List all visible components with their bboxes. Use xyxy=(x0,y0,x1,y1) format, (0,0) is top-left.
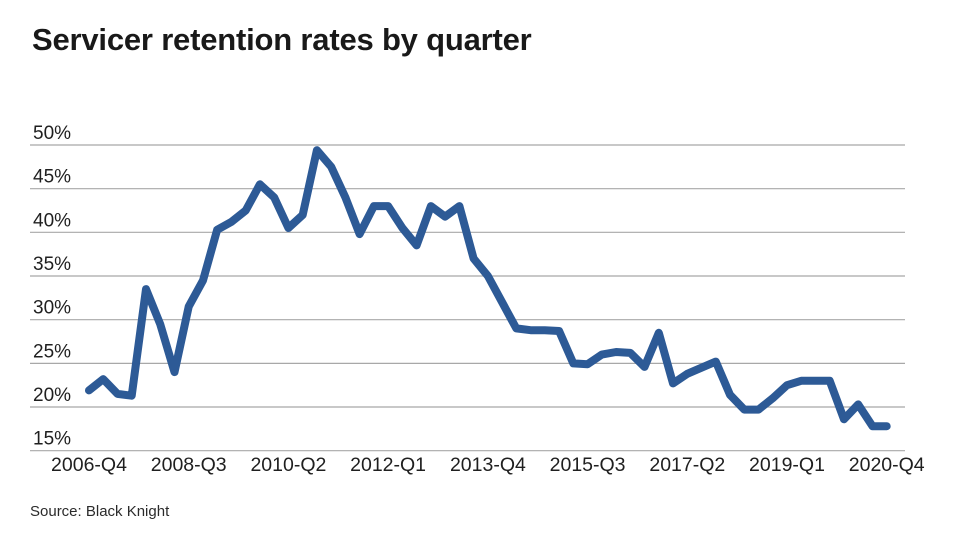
x-tick-label-2020-Q4: 2020-Q4 xyxy=(849,454,925,476)
y-tick-label-25: 25% xyxy=(33,341,71,362)
chart-source-note: Source: Black Knight xyxy=(30,503,170,520)
y-tick-label-50: 50% xyxy=(33,123,71,144)
x-tick-label-2006-Q4: 2006-Q4 xyxy=(51,454,127,476)
x-tick-label-2013-Q4: 2013-Q4 xyxy=(450,454,526,476)
x-tick-label-2017-Q2: 2017-Q2 xyxy=(649,454,725,476)
y-tick-label-35: 35% xyxy=(33,254,71,275)
y-tick-label-30: 30% xyxy=(33,298,71,319)
y-tick-label-40: 40% xyxy=(33,210,71,231)
y-tick-label-15: 15% xyxy=(33,429,71,450)
x-tick-label-2012-Q1: 2012-Q1 xyxy=(350,454,426,476)
x-tick-label-2010-Q2: 2010-Q2 xyxy=(250,454,326,476)
y-tick-label-20: 20% xyxy=(33,385,71,406)
x-tick-label-2019-Q1: 2019-Q1 xyxy=(749,454,825,476)
chart-title: Servicer retention rates by quarter xyxy=(32,22,532,57)
retention-rate-line xyxy=(85,146,891,431)
x-tick-label-2015-Q3: 2015-Q3 xyxy=(550,454,626,476)
x-tick-label-2008-Q3: 2008-Q3 xyxy=(151,454,227,476)
y-tick-label-45: 45% xyxy=(33,167,71,188)
